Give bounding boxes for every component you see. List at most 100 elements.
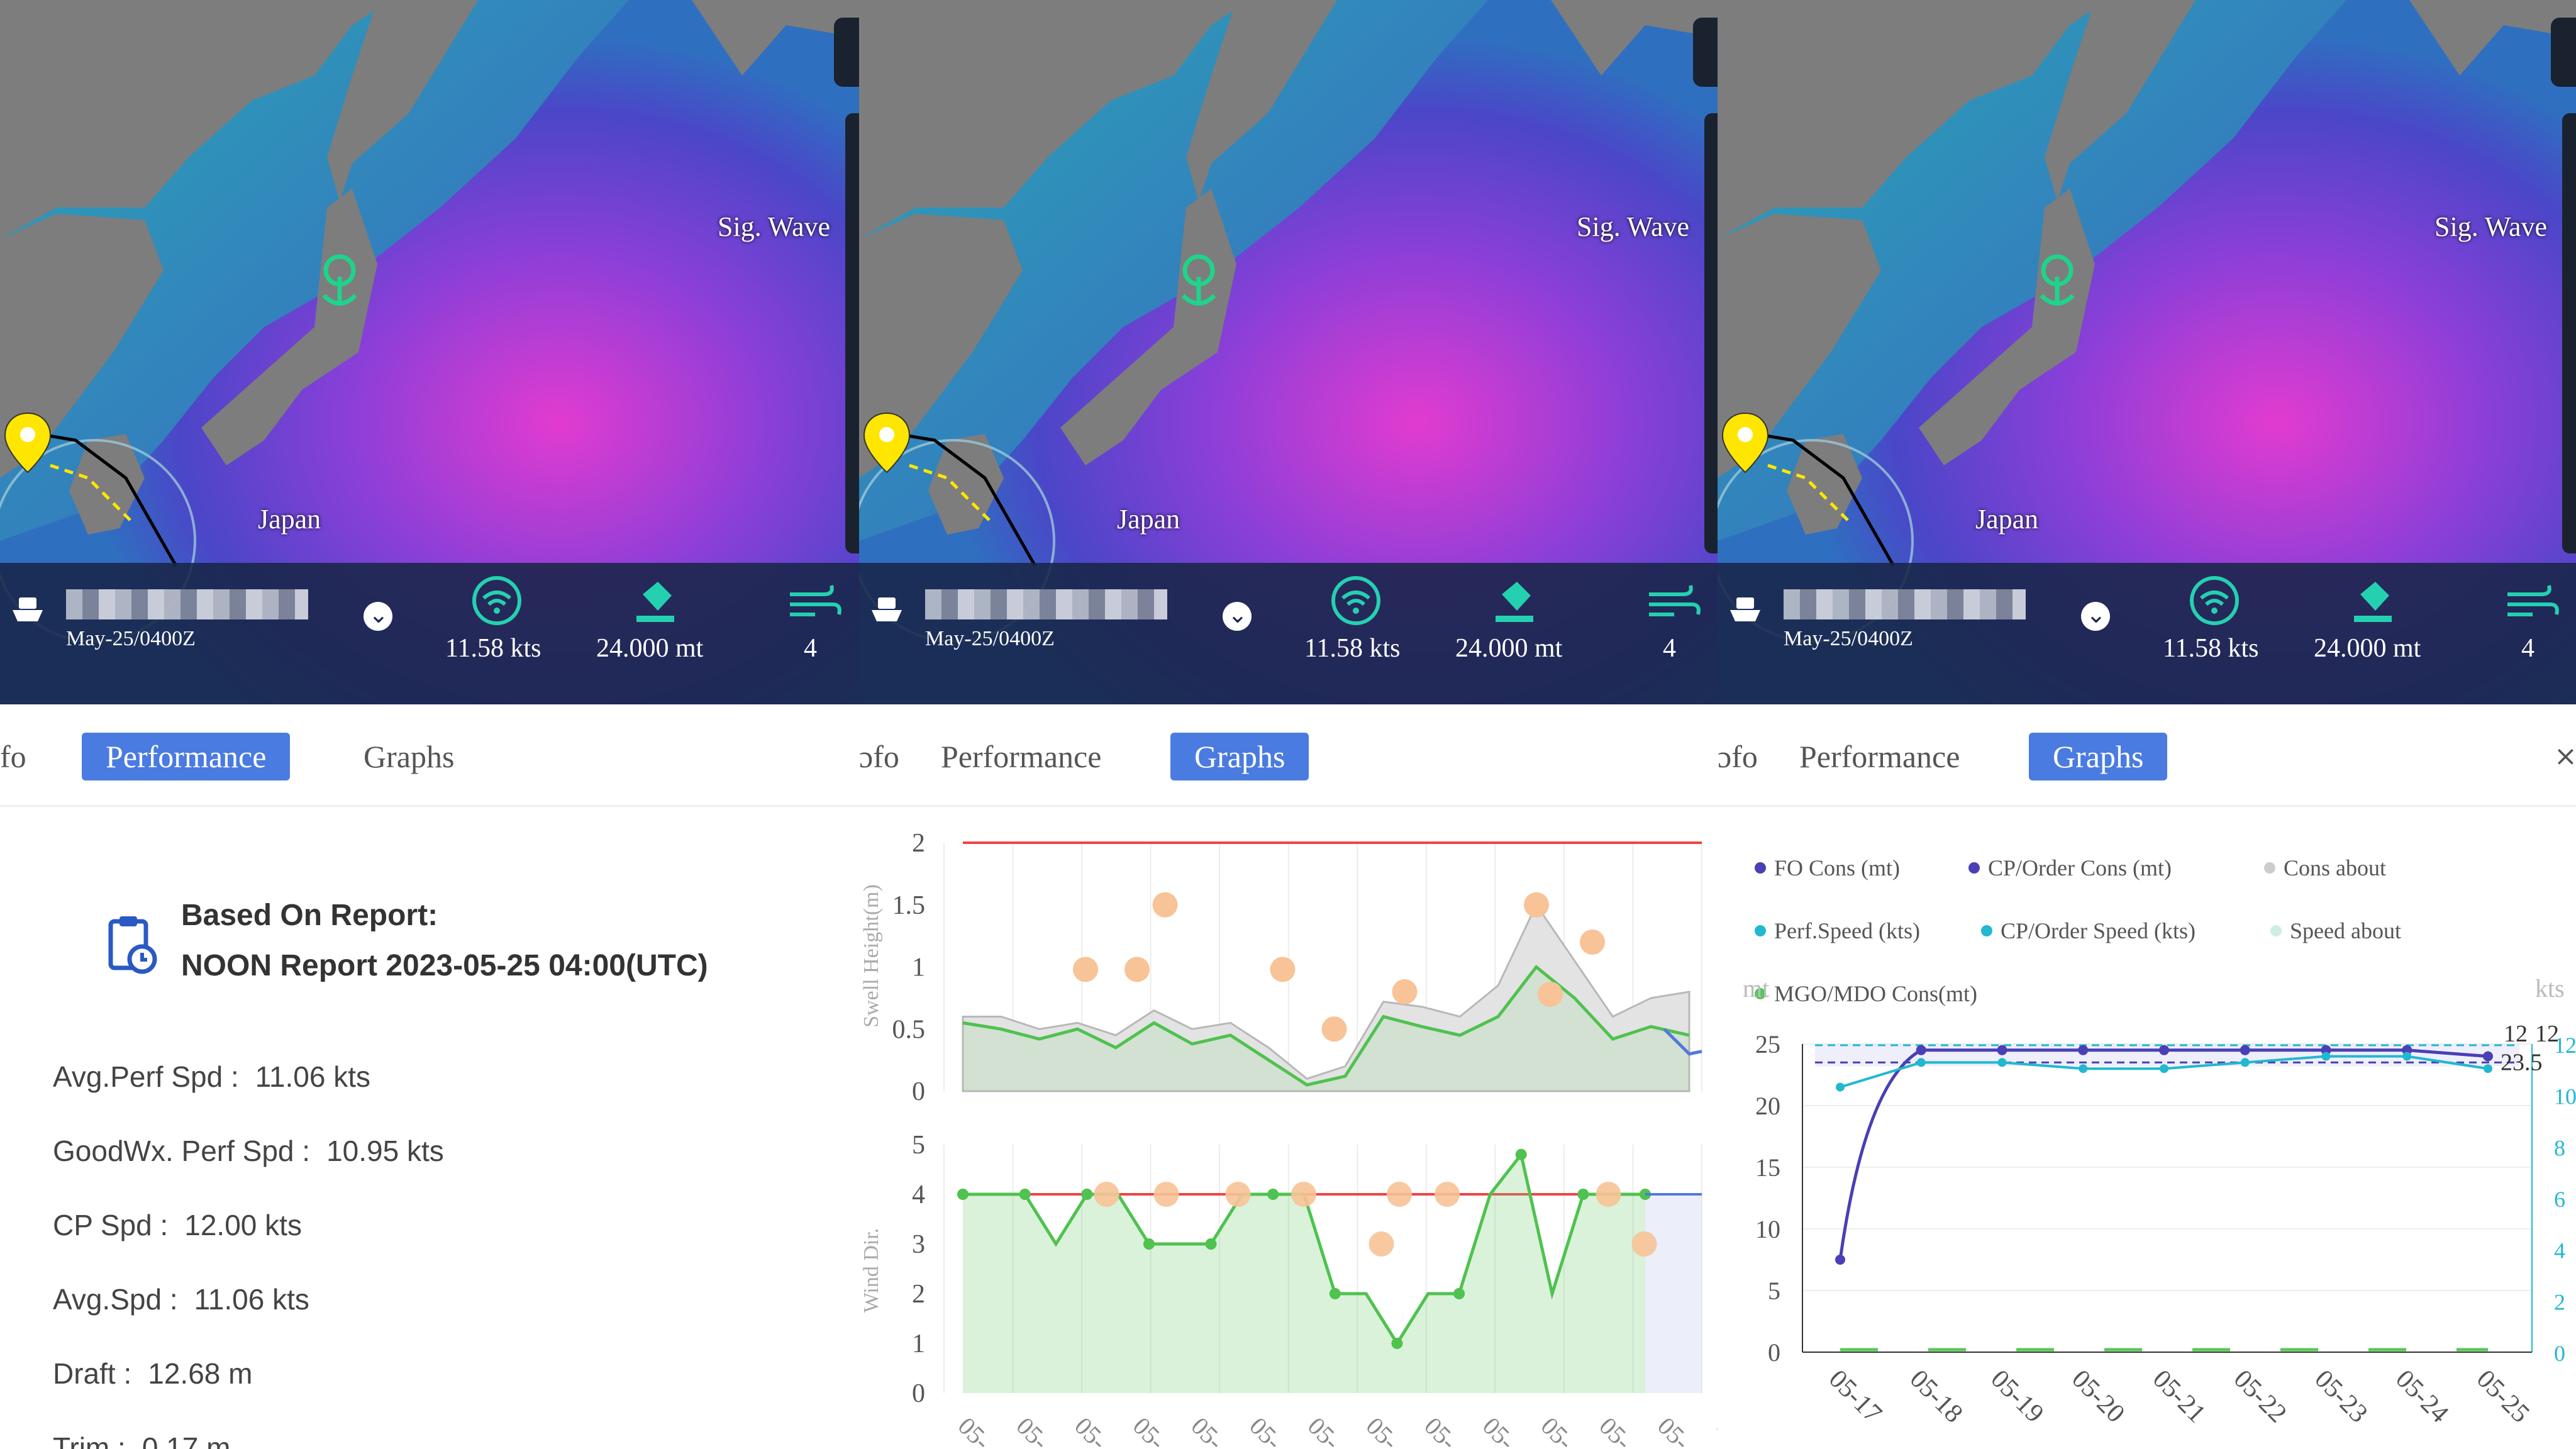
y-tick-label: 0 xyxy=(1768,1338,1780,1367)
x-tick-label: 05-.. xyxy=(1011,1412,1063,1449)
tab-info[interactable]: ɔfo xyxy=(1718,739,1758,774)
data-point xyxy=(1368,1231,1394,1257)
x-tick-label: 05-23 xyxy=(2309,1365,2373,1429)
y-tick-label: 25 xyxy=(1755,1030,1780,1058)
panel-performance: Sig. Wave Japan May-25/0400Z ⌄ 11.58 kts… xyxy=(0,0,859,1449)
legend-entry: FO Cons (mt) xyxy=(1774,855,1900,880)
data-point xyxy=(1596,1182,1621,1207)
x-tick-label: 05-.. xyxy=(1652,1412,1705,1449)
legend-entry: Cons about xyxy=(2284,855,2386,880)
y-tick-label: 10 xyxy=(1755,1215,1780,1243)
legend-marker xyxy=(1981,925,1992,936)
sig-wave-label: Sig. Wave xyxy=(1577,211,1689,242)
map-tool-button[interactable] xyxy=(834,18,859,87)
fuel-value: 24.000 mt xyxy=(1455,634,1563,663)
map-tool-button[interactable] xyxy=(1693,18,1718,87)
y-axis-label-left: mt xyxy=(1743,974,1769,1002)
map-tool-button[interactable] xyxy=(2551,18,2576,87)
speed-value: 11.58 kts xyxy=(445,634,541,663)
y-tick-label: 1.5 xyxy=(892,891,926,920)
y-axis-label: Swell Height(m) xyxy=(860,884,883,1028)
location-pin-icon[interactable] xyxy=(3,412,53,475)
chevron-down-icon[interactable]: ⌄ xyxy=(364,601,392,631)
tab-graphs[interactable]: Graphs xyxy=(2029,733,2168,780)
fo-cons-point xyxy=(2159,1045,2169,1055)
tab-performance[interactable]: Performance xyxy=(1799,739,1960,774)
vessel-name-redacted xyxy=(925,589,1167,619)
data-point xyxy=(1073,957,1098,982)
y-tick-label: 5 xyxy=(912,1131,925,1160)
data-point xyxy=(1205,1238,1217,1250)
tab-graphs[interactable]: Graphs xyxy=(364,739,455,774)
consumption-speed-chart[interactable]: FO Cons (mt) CP/Order Cons (mt) Cons about… xyxy=(1718,805,2576,1449)
tab-bar: ɔfo Performance Graphs xyxy=(859,704,1718,807)
perf-speed-point xyxy=(2160,1064,2168,1074)
location-pin-icon[interactable] xyxy=(1720,412,1770,475)
y-tick-label-right: 10 xyxy=(2554,1084,2576,1109)
map-side-toolbar[interactable] xyxy=(1704,113,1718,553)
data-point xyxy=(1081,1189,1093,1200)
x-tick-label: 05-19 xyxy=(1985,1365,2049,1429)
x-tick-label: 05-.. xyxy=(1477,1412,1530,1449)
tab-performance[interactable]: Performance xyxy=(941,739,1102,774)
perf-speed-point xyxy=(1997,1058,2007,1067)
data-point xyxy=(1143,1238,1155,1250)
x-tick-label: 05-.. xyxy=(1185,1412,1238,1449)
tab-info[interactable]: fo xyxy=(0,739,26,774)
y-tick-label-right: 2 xyxy=(2554,1289,2565,1314)
y-tick-label: 1 xyxy=(912,1330,925,1358)
fo-cons-point xyxy=(1916,1045,1926,1055)
map-side-toolbar[interactable] xyxy=(845,113,859,553)
y-tick-label: 0 xyxy=(912,1077,925,1106)
report-title: Based On Report: xyxy=(181,899,438,932)
data-point xyxy=(1329,1288,1341,1299)
panel-graphs-consumption: Sig. Wave Japan May-25/0400Z ⌄ 11.58 kts… xyxy=(1718,0,2576,1449)
data-point xyxy=(1392,979,1418,1004)
x-tick-label: 05-21 xyxy=(2147,1365,2211,1429)
data-point xyxy=(1225,1182,1251,1207)
perf-speed-point xyxy=(2321,1052,2331,1061)
japan-label: Japan xyxy=(258,504,321,535)
fuel-drop-icon xyxy=(636,582,674,622)
perf-row-value: 11.06 kts xyxy=(255,1060,371,1093)
fuel-drop-icon xyxy=(2354,582,2392,622)
ship-icon xyxy=(872,597,902,621)
data-point xyxy=(1453,1288,1465,1299)
tab-bar: fo Performance Graphs xyxy=(0,704,859,807)
perf-speed-point xyxy=(2402,1052,2412,1061)
y-tick-label: 5 xyxy=(1768,1277,1780,1305)
data-point xyxy=(1515,1148,1527,1160)
data-point xyxy=(1577,1189,1589,1200)
close-icon[interactable]: × xyxy=(2554,740,2576,772)
tab-info[interactable]: ɔfo xyxy=(859,739,899,774)
chevron-down-icon[interactable]: ⌄ xyxy=(1223,601,1252,631)
weather-charts[interactable]: 2 1.5 1 0.5 0 5 4 3 2 1 0 Swell Height(m) Wind Dir. 0… xyxy=(859,805,1718,1449)
fuel-value: 24.000 mt xyxy=(596,634,704,663)
data-point xyxy=(1019,1189,1031,1200)
tab-performance[interactable]: Performance xyxy=(82,733,291,780)
legend-entry: MGO/MDO Cons(mt) xyxy=(1774,981,1977,1006)
data-point xyxy=(1152,892,1178,918)
perf-row-label: Avg.Perf Spd : xyxy=(53,1060,239,1093)
x-tick-label: 05-18 xyxy=(1904,1365,1968,1429)
map-side-toolbar[interactable] xyxy=(2562,113,2576,553)
x-tick-label: 05-.. xyxy=(1536,1412,1589,1449)
fuel-drop-icon xyxy=(1496,582,1533,622)
tab-graphs[interactable]: Graphs xyxy=(1170,733,1309,780)
data-point xyxy=(1270,957,1296,982)
chevron-down-icon[interactable]: ⌄ xyxy=(2081,601,2110,631)
perf-row-label: Trim : xyxy=(53,1431,126,1449)
x-tick-label: 05-17 xyxy=(1823,1365,1887,1429)
annotation-label: 23.5 xyxy=(2501,1049,2543,1075)
data-point xyxy=(1321,1016,1347,1042)
data-point xyxy=(1094,1182,1119,1207)
data-point xyxy=(1524,892,1549,918)
y-tick-label: 2 xyxy=(912,1280,925,1309)
speed-value: 11.58 kts xyxy=(2163,634,2259,663)
data-point xyxy=(1580,930,1605,955)
legend-marker xyxy=(1755,925,1766,936)
location-pin-icon[interactable] xyxy=(862,412,912,475)
fo-cons-point xyxy=(2240,1045,2250,1055)
x-tick-label: 05-.. xyxy=(1244,1412,1297,1449)
annotation-label: 12 xyxy=(2535,1021,2559,1047)
